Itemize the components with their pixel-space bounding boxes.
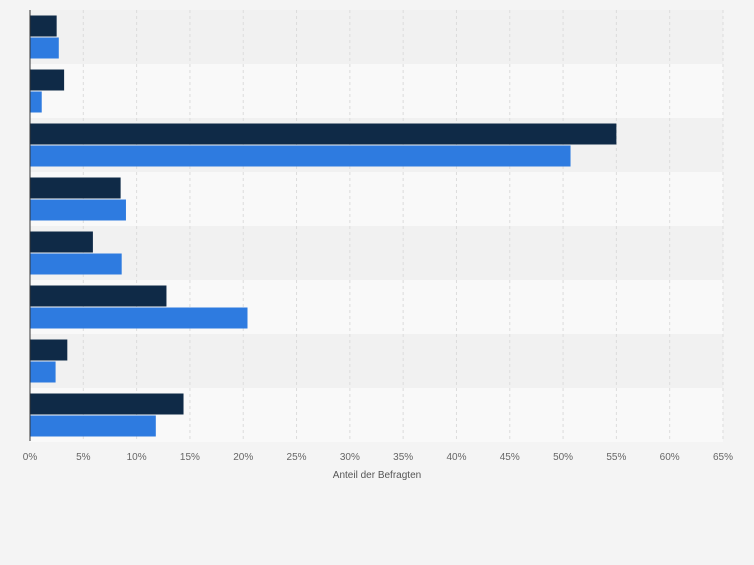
x-tick-label: 30% xyxy=(340,452,360,463)
bar-series-2 xyxy=(30,145,571,167)
x-tick-label: 20% xyxy=(233,452,253,463)
bar-series-2 xyxy=(30,415,156,437)
x-tick-label: 50% xyxy=(553,452,573,463)
bar-series-1 xyxy=(30,339,68,361)
bar-series-2 xyxy=(30,253,122,275)
bar-series-1 xyxy=(30,231,93,253)
bar-series-1 xyxy=(30,177,121,199)
bar-series-1 xyxy=(30,123,617,145)
x-tick-label: 10% xyxy=(127,452,147,463)
x-tick-label: 35% xyxy=(393,452,413,463)
x-axis-title: Anteil der Befragten xyxy=(333,470,421,481)
bar-series-2 xyxy=(30,37,59,59)
row-band xyxy=(30,64,723,118)
x-tick-label: 60% xyxy=(660,452,680,463)
bar-series-1 xyxy=(30,285,167,307)
bar-series-2 xyxy=(30,307,248,329)
gridlines xyxy=(82,10,724,442)
row-bands xyxy=(30,10,723,442)
x-tick-labels: 0% 5% 10% 15% 20% 25% 30% 35% 40% 45% 50% 55% 60% 65% xyxy=(23,452,733,463)
bar-series-1 xyxy=(30,69,65,91)
bar-series-1 xyxy=(30,393,184,415)
bars xyxy=(30,15,617,437)
bar-series-2 xyxy=(30,91,42,113)
bar-series-2 xyxy=(30,199,126,221)
x-tick-label: 0% xyxy=(23,452,38,463)
bar-series-1 xyxy=(30,15,57,37)
x-tick-label: 25% xyxy=(287,452,307,463)
x-tick-label: 15% xyxy=(180,452,200,463)
x-tick-label: 55% xyxy=(606,452,626,463)
x-tick-label: 5% xyxy=(76,452,91,463)
row-band xyxy=(30,172,723,226)
x-tick-label: 45% xyxy=(500,452,520,463)
bar-series-2 xyxy=(30,361,56,383)
row-band xyxy=(30,226,723,280)
x-tick-label: 40% xyxy=(446,452,466,463)
row-band xyxy=(30,10,723,64)
x-tick-label: 65% xyxy=(713,452,733,463)
row-band xyxy=(30,334,723,388)
